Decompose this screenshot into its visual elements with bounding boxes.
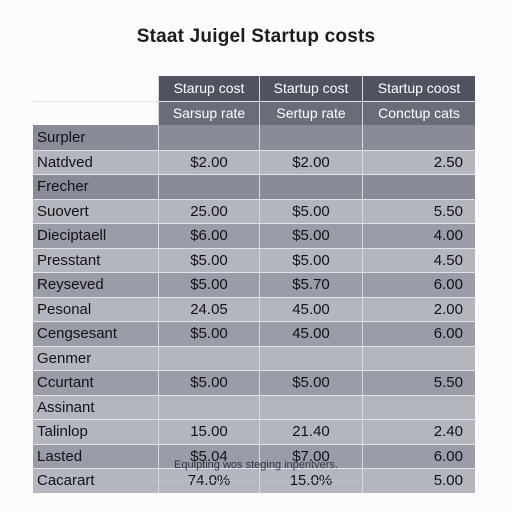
cell-value: 45.00 bbox=[259, 296, 362, 321]
cell-value bbox=[362, 394, 475, 419]
cell-value: $5.00 bbox=[259, 247, 362, 272]
cell-value: $5.00 bbox=[259, 223, 362, 248]
cell-value: $7.00 bbox=[259, 443, 362, 468]
cell-value: 45.00 bbox=[259, 321, 362, 346]
row-label: Natdved bbox=[33, 149, 158, 174]
row-label: Talinlop bbox=[33, 419, 158, 444]
table-row: Lasted $5.04 $7.00 6.00 bbox=[33, 443, 475, 468]
cell-value: 6.00 bbox=[362, 321, 475, 346]
cell-value: $5.70 bbox=[259, 272, 362, 297]
cell-value: 6.00 bbox=[362, 272, 475, 297]
row-label: Reyseved bbox=[33, 272, 158, 297]
table-row: Cacarart 74.0% 15.0% 5.00 bbox=[33, 468, 475, 493]
table-body: Surpler Natdved $2.00 $2.00 2.50 Frecher Suove… bbox=[33, 125, 475, 493]
cell-value: $5.00 bbox=[158, 247, 259, 272]
cell-value bbox=[158, 174, 259, 199]
cell-value: 21.40 bbox=[259, 419, 362, 444]
table-row: Presstant $5.00 $5.00 4.50 bbox=[33, 247, 475, 272]
row-label: Dieciptaell bbox=[33, 223, 158, 248]
cell-value bbox=[259, 345, 362, 370]
cell-value: 6.00 bbox=[362, 443, 475, 468]
cell-value bbox=[259, 394, 362, 419]
cell-value: $5.00 bbox=[158, 321, 259, 346]
cell-value: $5.00 bbox=[158, 370, 259, 395]
cell-value: $5.04 bbox=[158, 443, 259, 468]
startup-costs-table: Starup cost Startup cost Startup coost S… bbox=[33, 76, 475, 493]
table-row: Pesonal 24.05 45.00 2.00 bbox=[33, 296, 475, 321]
cell-value bbox=[158, 345, 259, 370]
footnote-rule bbox=[150, 480, 362, 485]
header-corner bbox=[33, 100, 158, 125]
cell-value: 24.05 bbox=[158, 296, 259, 321]
cell-value: $5.00 bbox=[259, 198, 362, 223]
row-label: Cacarart bbox=[33, 468, 158, 493]
column-header: Startup cost bbox=[259, 76, 362, 101]
cell-value: $5.00 bbox=[259, 370, 362, 395]
cell-value bbox=[362, 125, 475, 150]
cell-value: 4.50 bbox=[362, 247, 475, 272]
cell-value: 25.00 bbox=[158, 198, 259, 223]
row-label: Cengsesant bbox=[33, 321, 158, 346]
column-subheader: Sertup rate bbox=[259, 100, 362, 125]
table-row: Cengsesant $5.00 45.00 6.00 bbox=[33, 321, 475, 346]
cell-value bbox=[259, 125, 362, 150]
row-label: Suovert bbox=[33, 198, 158, 223]
row-label: Surpler bbox=[33, 125, 158, 150]
cell-value bbox=[259, 174, 362, 199]
table-row: Suovert 25.00 $5.00 5.50 bbox=[33, 198, 475, 223]
cell-value bbox=[362, 174, 475, 199]
cell-value: 5.00 bbox=[362, 468, 475, 493]
table-row: Reyseved $5.00 $5.70 6.00 bbox=[33, 272, 475, 297]
header-corner bbox=[33, 76, 158, 101]
cell-value: 5.50 bbox=[362, 370, 475, 395]
cell-value: $2.00 bbox=[158, 149, 259, 174]
table-subheader-row: Sarsup rate Sertup rate Conctup cats bbox=[33, 100, 475, 125]
row-label: Genmer bbox=[33, 345, 158, 370]
row-label: Pesonal bbox=[33, 296, 158, 321]
cell-value: $5.00 bbox=[158, 272, 259, 297]
table-row: Talinlop 15.00 21.40 2.40 bbox=[33, 419, 475, 444]
row-label: Lasted bbox=[33, 443, 158, 468]
row-label: Frecher bbox=[33, 174, 158, 199]
column-subheader: Conctup cats bbox=[362, 100, 475, 125]
footnote: Equipting wos steging inpentvers. bbox=[174, 459, 338, 471]
cell-value: $6.00 bbox=[158, 223, 259, 248]
cell-value: 15.00 bbox=[158, 419, 259, 444]
cell-value: 4.00 bbox=[362, 223, 475, 248]
cell-value bbox=[158, 125, 259, 150]
page-title: Staat Juigel Startup costs bbox=[136, 26, 376, 47]
cell-value: 2.00 bbox=[362, 296, 475, 321]
cell-value: 2.50 bbox=[362, 149, 475, 174]
table-row: Assinant bbox=[33, 394, 475, 419]
row-label: Assinant bbox=[33, 394, 158, 419]
column-header: Startup coost bbox=[362, 76, 475, 101]
column-header: Starup cost bbox=[158, 76, 259, 101]
row-label: Presstant bbox=[33, 247, 158, 272]
cell-value: $2.00 bbox=[259, 149, 362, 174]
cell-value: 2.40 bbox=[362, 419, 475, 444]
cell-value: 5.50 bbox=[362, 198, 475, 223]
table-row: Natdved $2.00 $2.00 2.50 bbox=[33, 149, 475, 174]
table-header-row: Starup cost Startup cost Startup coost bbox=[33, 76, 475, 101]
table-row: Ccurtant $5.00 $5.00 5.50 bbox=[33, 370, 475, 395]
table-row: Frecher bbox=[33, 174, 475, 199]
table-row: Genmer bbox=[33, 345, 475, 370]
cell-value bbox=[158, 394, 259, 419]
table-row: Surpler bbox=[33, 125, 475, 150]
table-row: Dieciptaell $6.00 $5.00 4.00 bbox=[33, 223, 475, 248]
column-subheader: Sarsup rate bbox=[158, 100, 259, 125]
row-label: Ccurtant bbox=[33, 370, 158, 395]
cell-value bbox=[362, 345, 475, 370]
